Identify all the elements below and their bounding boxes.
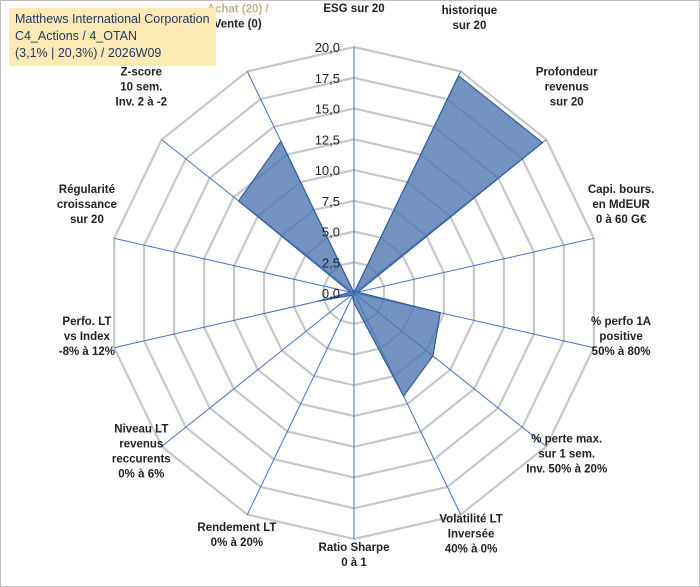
category-label-line: sur 20	[452, 20, 486, 32]
category-label: MomentumAchat (20) /Vente (0)	[207, 1, 270, 30]
category-label-line: ESG sur 20	[323, 3, 384, 15]
category-label-line: positive	[599, 331, 642, 343]
category-label-line: % perte max.	[531, 434, 602, 446]
category-label-line: reccurents	[112, 453, 171, 465]
category-label: % perte max. sur 1 sem. Inv. 50% à 20%	[526, 434, 607, 476]
category-label-line: revenus	[119, 438, 163, 450]
title-line-2: C4_Actions / 4_OTAN	[15, 29, 138, 43]
category-label-line: Z-score	[121, 66, 163, 78]
category-label: Niveau LT revenus reccurents 0% à 6%	[112, 423, 171, 480]
series	[238, 75, 544, 397]
category-label-line: Vente (0)	[214, 18, 262, 30]
category-label-line: % perfo 1A	[591, 316, 651, 328]
category-label-line: Rendement LT	[197, 522, 276, 534]
category-label-line: vs Index	[64, 331, 111, 343]
category-label: Volatilité LT Inversée 40% à 0%	[439, 514, 502, 556]
spoke	[353, 237, 594, 294]
category-label-line: Capi. bours.	[588, 184, 654, 196]
category-label: Profondeur revenus sur 20	[536, 66, 598, 108]
tick-label: 20,0	[315, 40, 340, 55]
category-label-line: en MdEUR	[592, 199, 650, 211]
title-line-1: Matthews International Corporation	[15, 12, 210, 26]
category-label-line: 10 sem.	[120, 81, 162, 93]
category-label-line: 40% à 0%	[445, 544, 497, 556]
category-label-line: Inv. 50% à 20%	[526, 464, 607, 476]
category-label: Régularité croissance sur 20	[57, 184, 117, 226]
category-label: Capi. bours. en MdEUR 0 à 60 G€	[588, 184, 654, 226]
category-label-line: Inv. 2 à -2	[116, 96, 168, 108]
tick-label: 2,5	[322, 255, 340, 270]
spoke	[114, 292, 355, 349]
series-area	[238, 75, 544, 397]
category-label-line: revenus	[545, 81, 589, 93]
category-label-line: Volatilité LT	[439, 514, 502, 526]
category-label-line: 0 à 60 G€	[596, 214, 647, 226]
category-label-line: 50% à 80%	[592, 346, 651, 358]
category-label-line: Régularité	[59, 184, 115, 196]
category-label-line: Achat (20) /	[207, 3, 270, 15]
chart-title: Matthews International Corporation C4_Ac…	[9, 8, 216, 66]
tick-label: 7,5	[322, 194, 340, 209]
category-label-line: Perfo. LT	[62, 316, 111, 328]
tick-label: 0,0	[322, 286, 340, 301]
category-label-line: Niveau LT	[114, 423, 168, 435]
tick-label: 12,5	[315, 132, 340, 147]
category-label-line: -8% à 12%	[59, 346, 115, 358]
category-label: Ratio Sharpe 0 à 1	[319, 542, 390, 569]
category-label-line: 0 à 1	[341, 557, 367, 569]
tick-labels: 0,0 2,5 5,0 7,5 10,0 12,5 15,0 17,5 20,0	[315, 40, 340, 301]
category-label: Z-score 10 sem. Inv. 2 à -2	[116, 66, 168, 108]
title-line-3: (3,1% | 20,3%) / 2026W09	[15, 46, 162, 60]
tick-label: 5,0	[322, 225, 340, 240]
category-label-line: sur 20	[550, 96, 584, 108]
category-label-line: sur 1 sem.	[538, 449, 595, 461]
spoke	[246, 292, 355, 515]
category-label-line: croissance	[57, 199, 117, 211]
category-label-line: 0% à 20%	[211, 537, 263, 549]
category-label: Profondeur historique sur 20	[438, 1, 500, 32]
category-label-line: historique	[442, 5, 498, 17]
category-label-line: Inversée	[448, 529, 495, 541]
category-labels: NoteESG sur 20 Profondeur historique sur 20…	[57, 1, 654, 569]
category-label-line: Profondeur	[438, 1, 500, 2]
category-label: NoteESG sur 20	[323, 1, 384, 15]
category-label: % perfo 1A positive 50% à 80%	[591, 316, 651, 358]
spoke	[114, 237, 355, 294]
category-label-line: Ratio Sharpe	[319, 542, 390, 554]
tick-label: 10,0	[315, 163, 340, 178]
category-label-line: 0% à 6%	[118, 468, 164, 480]
spoke	[161, 292, 355, 447]
category-label-line: sur 20	[70, 214, 104, 226]
category-label: Perfo. LT vs Index -8% à 12%	[59, 316, 115, 358]
tick-label: 17,5	[315, 71, 340, 86]
tick-label: 15,0	[315, 102, 340, 117]
category-label-line: Profondeur	[536, 66, 598, 78]
category-label: Rendement LT 0% à 20%	[197, 522, 276, 549]
